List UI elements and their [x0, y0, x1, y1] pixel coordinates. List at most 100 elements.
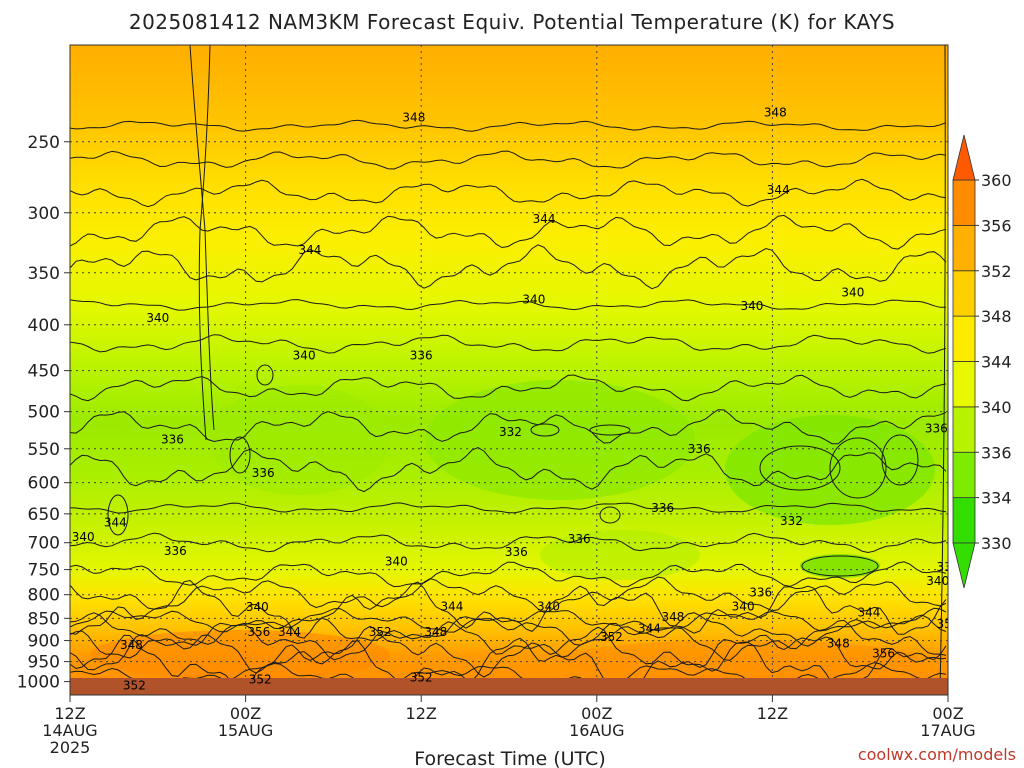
y-tick-label: 700	[28, 534, 60, 554]
moist-low-right	[800, 554, 880, 578]
contour-label: 336	[688, 442, 711, 456]
contour-line	[70, 619, 947, 661]
contour-line	[189, 45, 215, 431]
y-tick-label: 350	[28, 264, 60, 284]
colorbar-swatch	[952, 315, 976, 362]
contour-label: 332	[499, 425, 522, 439]
contour-line	[70, 576, 947, 613]
colorbar-swatch	[952, 270, 976, 317]
contour-line	[70, 446, 947, 493]
contour-label: 340	[385, 555, 408, 569]
colorbar-label: 330	[981, 534, 1012, 553]
chart-title: 2025081412 NAM3KM Forecast Equiv. Potent…	[129, 10, 895, 34]
contour-label: 340	[732, 600, 755, 614]
contour-line	[70, 532, 947, 554]
colorbar-swatch	[952, 451, 976, 499]
contour-label: 340	[740, 299, 763, 313]
contour-label: 336	[252, 466, 275, 480]
x-tick-year: 2025	[50, 738, 91, 757]
colorbar-label: 352	[981, 262, 1012, 281]
contour-line	[70, 502, 947, 514]
contour-line	[70, 299, 946, 311]
x-tick-time: 00Z	[230, 704, 261, 723]
contour-label: 348	[764, 106, 787, 120]
contour-closed	[107, 494, 129, 536]
contour-label: 348	[120, 638, 143, 652]
contour-line	[70, 579, 947, 639]
contour-label: 340	[522, 293, 545, 307]
y-tick-label: 550	[28, 440, 60, 460]
ground-band	[70, 678, 948, 695]
contour-closed	[256, 364, 274, 386]
contour-label: 344	[858, 605, 881, 619]
x-tick-time: 00Z	[932, 704, 963, 723]
contour-label: 356	[247, 625, 270, 639]
contour-label: 336	[651, 501, 674, 515]
contour-label: 344	[278, 625, 301, 639]
y-tick-label: 950	[28, 653, 60, 673]
credit-text: coolwx.com/models	[858, 745, 1016, 764]
dry-pocket-center	[425, 380, 695, 500]
contour-label: 336	[749, 585, 772, 599]
contour-line	[70, 244, 947, 290]
x-tick-time: 12Z	[54, 704, 85, 723]
y-axis: 250 300 350 400 450 500 550 600 650 700 750 800 850 9…	[17, 133, 70, 693]
contour-label: 336	[410, 349, 433, 363]
contour-label: 344	[638, 622, 661, 636]
warm-moist-pool-right	[560, 640, 920, 680]
contour-label: 336	[161, 432, 184, 446]
contour-label: 352	[937, 617, 960, 631]
colorbar: 330 334 336 340 344 348 352 356 360	[952, 134, 1012, 589]
colorbar-label: 356	[981, 216, 1012, 235]
y-tick-label: 850	[28, 609, 60, 629]
y-tick-label: 600	[28, 474, 60, 494]
contour-label: 356	[872, 646, 895, 660]
colorbar-arrow-high	[952, 134, 976, 181]
colorbar-label: 344	[981, 353, 1012, 372]
contour-line	[70, 334, 947, 354]
contour-label: 340	[246, 600, 269, 614]
colorbar-swatch	[952, 224, 976, 272]
contour-label: 340	[926, 574, 949, 588]
contour-label: 340	[293, 349, 316, 363]
contour-line	[70, 374, 947, 402]
contour-line	[939, 45, 946, 691]
contour-label: 348	[424, 625, 447, 639]
contour-closed	[589, 424, 631, 436]
x-tick-date: 17AUG	[920, 721, 975, 740]
contour-label: 344	[440, 600, 463, 614]
contour-line	[70, 214, 947, 250]
y-tick-label: 650	[28, 505, 60, 525]
contour-label: 352	[369, 625, 392, 639]
contour-closed	[829, 437, 887, 499]
contour-label: 344	[299, 243, 322, 257]
contour-label: 340	[72, 530, 95, 544]
colorbar-swatch	[952, 406, 976, 453]
colorbar-swatch	[952, 497, 976, 544]
y-tick-label: 300	[28, 204, 60, 224]
colorbar-label: 348	[981, 307, 1012, 326]
y-tick-label: 500	[28, 403, 60, 423]
contour-lines	[70, 45, 947, 691]
contour-label: 352	[123, 678, 146, 692]
contour-label: 344	[767, 183, 790, 197]
x-tick-time: 12Z	[406, 704, 437, 723]
contour-closed	[759, 445, 841, 491]
x-tick-date: 15AUG	[218, 721, 273, 740]
contour-label: 340	[146, 311, 169, 325]
contour-label: 352	[600, 630, 623, 644]
plot-frame	[69, 44, 949, 696]
contour-closed	[801, 555, 879, 577]
contour-line	[70, 634, 947, 691]
contour-line	[70, 178, 947, 208]
y-tick-label: 250	[28, 133, 60, 153]
colorbar-label: 334	[981, 489, 1012, 508]
contour-line	[70, 119, 947, 132]
x-tick-date: 14AUG	[42, 721, 97, 740]
y-tick-label: 400	[28, 316, 60, 336]
y-tick-label: 450	[28, 362, 60, 382]
contour-label: 332	[780, 514, 803, 528]
